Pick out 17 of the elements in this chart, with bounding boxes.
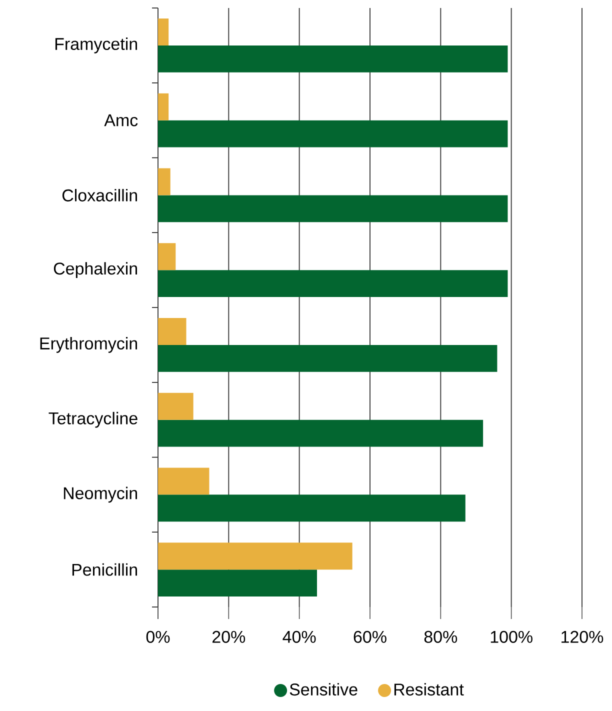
- x-tick-label: 80%: [424, 630, 458, 643]
- y-tick-label: Framycetin: [55, 38, 138, 54]
- y-tick-label: Erythromycin: [40, 337, 138, 353]
- y-tick-label: Amc: [104, 114, 138, 126]
- x-tick-label: 100%: [490, 630, 532, 643]
- x-tick-label: 40%: [282, 630, 316, 643]
- y-tick-label: Cloxacillin: [62, 188, 137, 202]
- y-tick-label: Cephalexin: [54, 262, 137, 278]
- x-tick-label: 60%: [354, 630, 386, 643]
- y-tick-label: Penicillin: [72, 563, 137, 576]
- y-tick-label: Neomycin: [64, 486, 138, 503]
- x-tick-label: 20%: [212, 630, 246, 643]
- x-tick-label: 120%: [562, 630, 604, 643]
- legend-label: Resistant: [394, 683, 464, 696]
- x-tick-label: 0%: [146, 630, 170, 643]
- y-tick-label: Tetracycline: [48, 412, 138, 428]
- legend-label: Sensitive: [290, 683, 358, 696]
